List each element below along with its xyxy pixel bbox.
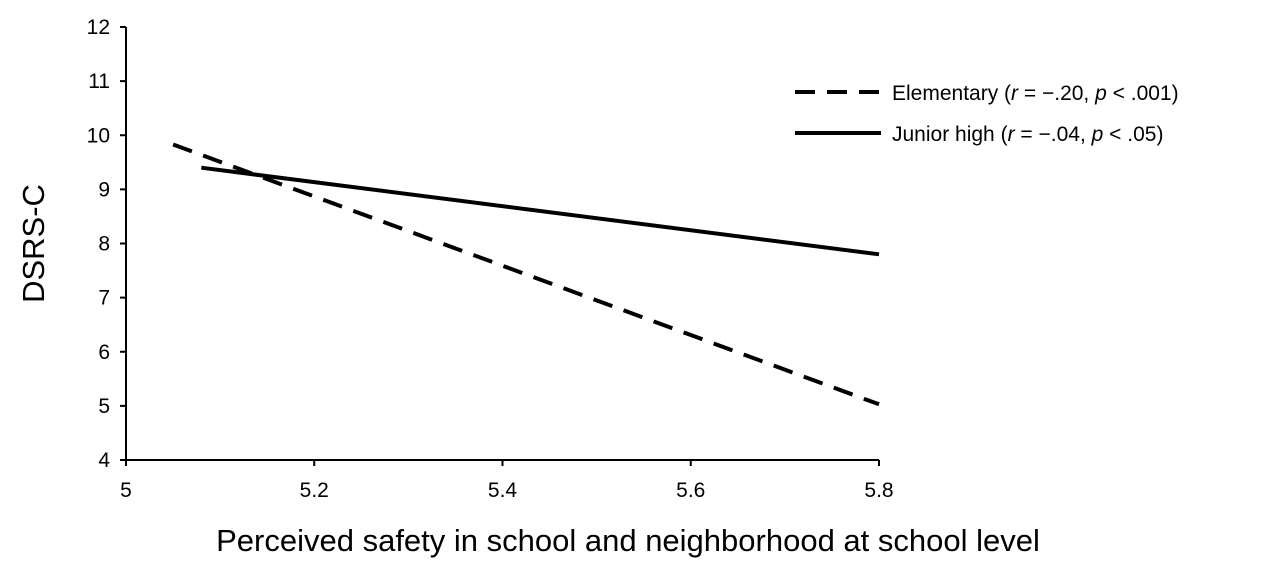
legend-label-part: p — [1094, 82, 1107, 105]
y-tick-label: 5 — [98, 395, 110, 418]
y-tick-label: 4 — [98, 449, 110, 472]
legend-label-part: Junior high ( — [892, 123, 1008, 146]
y-tick-label: 6 — [98, 341, 110, 364]
series-layer — [172, 142, 880, 407]
y-tick-label: 9 — [98, 178, 110, 201]
x-tick-label: 5 — [120, 479, 132, 502]
legend-label-part: Elementary ( — [892, 82, 1011, 105]
legend-label-part: p — [1091, 123, 1104, 146]
series-line-junior-high — [201, 165, 880, 257]
x-tick-label: 5.4 — [488, 479, 518, 502]
legend-label-part: = −.04, — [1015, 123, 1092, 146]
x-axis-title: Perceived safety in school and neighborh… — [216, 523, 1040, 558]
legend-label-part: < .001) — [1107, 82, 1179, 105]
legend-label: Elementary (r = −.20, p < .001) — [892, 82, 1179, 105]
legend: Elementary (r = −.20, p < .001)Junior hi… — [795, 82, 1179, 146]
legend-label: Junior high (r = −.04, p < .05) — [892, 123, 1163, 146]
x-tick-label: 5.8 — [864, 479, 893, 502]
y-tick-label: 7 — [98, 287, 110, 310]
y-tick-label: 11 — [88, 70, 110, 93]
y-tick-label: 10 — [87, 124, 110, 147]
x-tick-label: 5.6 — [676, 479, 705, 502]
y-axis: 4 5 6 7 8 9 10 11 12 — [87, 16, 127, 472]
y-tick-label: 12 — [87, 16, 110, 39]
x-axis: 5 5.2 5.4 5.6 5.8 — [120, 459, 894, 502]
y-axis-title: DSRS-C — [16, 184, 51, 303]
x-tick-label: 5.2 — [300, 479, 329, 502]
legend-label-part: r — [1008, 123, 1016, 146]
legend-label-part: r — [1011, 82, 1019, 105]
series-line-elementary — [172, 142, 880, 407]
legend-label-part: < .05) — [1103, 123, 1163, 146]
y-tick-label: 8 — [98, 233, 110, 256]
legend-label-part: = −.20, — [1018, 82, 1095, 105]
